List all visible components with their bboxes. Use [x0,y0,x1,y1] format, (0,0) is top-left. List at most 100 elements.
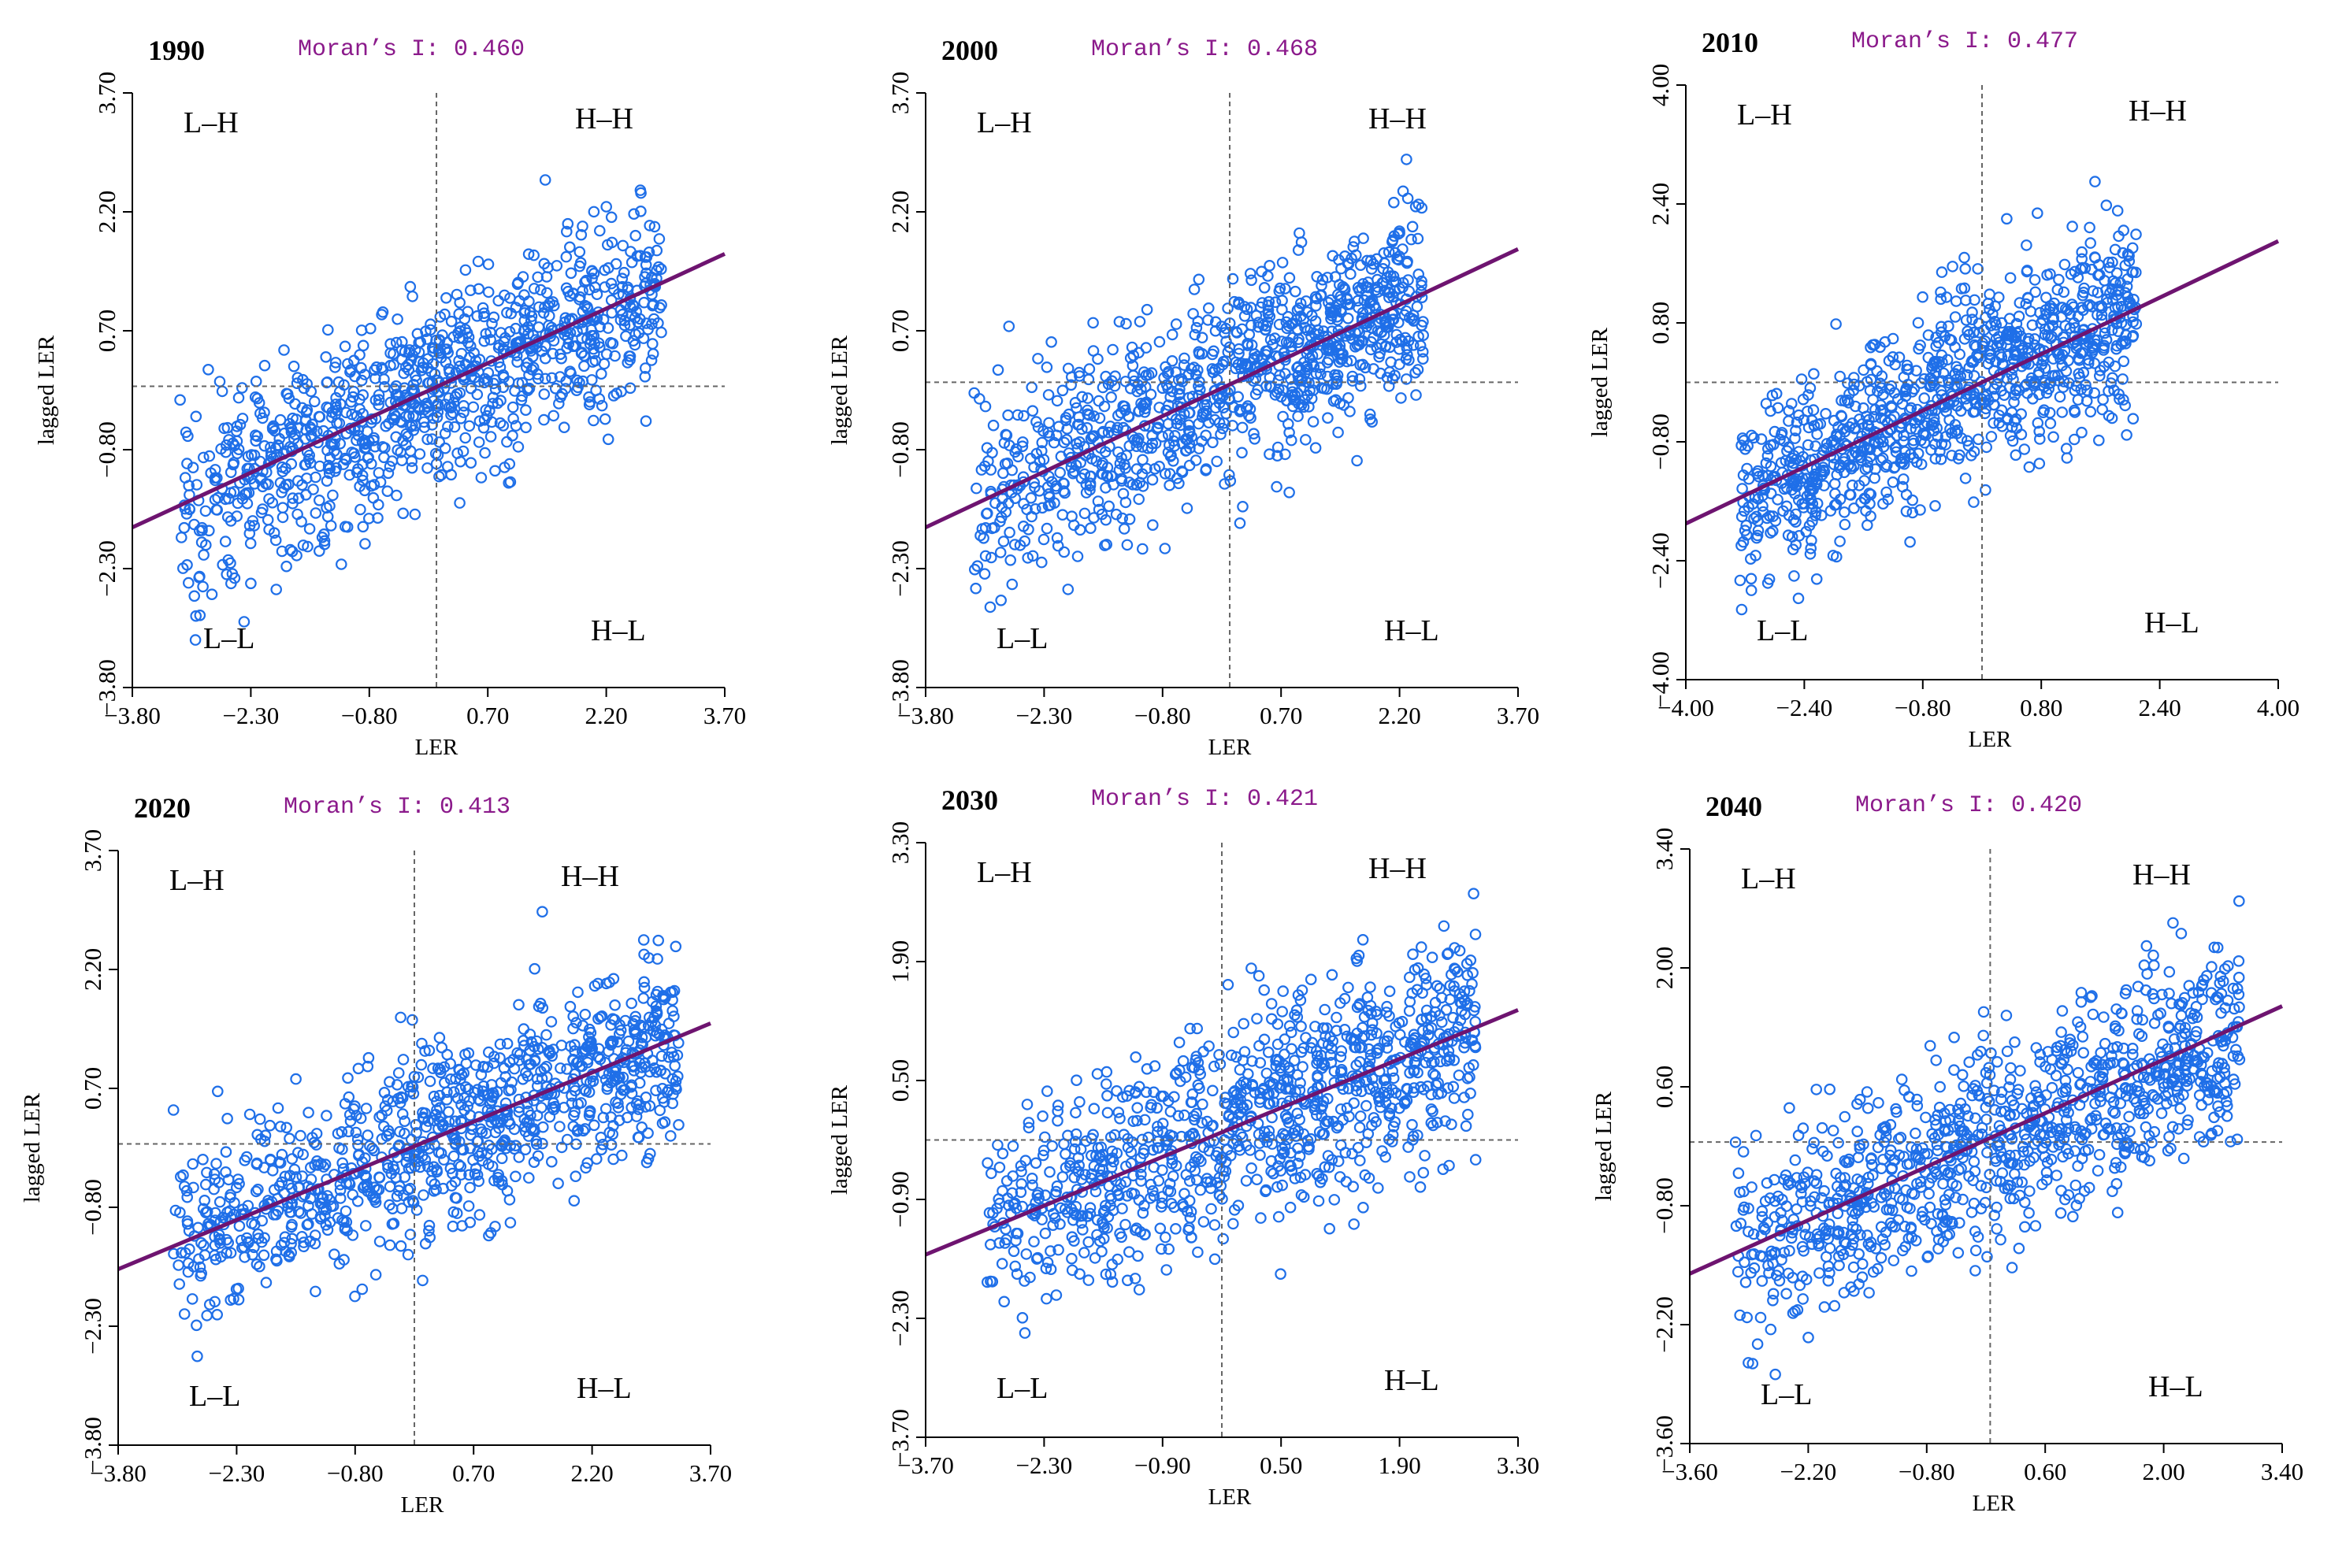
data-point [1405,233,1417,246]
data-point [444,366,455,378]
data-point [362,513,375,525]
data-point [190,410,202,423]
x-tick-label: −3.80 [104,702,161,729]
chart-panel-2030: −3.70−3.70 −2.30−2.30−0.90−0.900.500.501.… [827,784,1539,1510]
data-point [1120,317,1132,330]
data-point [1085,470,1097,483]
data-point [1900,505,1913,517]
data-point [1014,539,1026,551]
data-point [457,445,470,458]
data-point [1980,441,1992,454]
data-point [2089,176,2101,187]
data-point [992,364,1004,376]
data-point [481,410,493,422]
data-point [996,1258,1008,1270]
data-point [637,934,650,946]
data-point [978,568,991,580]
data-point [395,1011,406,1024]
data-point [256,412,269,424]
data-point [414,448,426,460]
data-point [318,538,331,550]
data-point [291,475,304,487]
data-point [1344,406,1356,417]
data-point [1041,361,1053,373]
data-point [284,1132,295,1144]
data-point [1217,1233,1229,1245]
data-point [1115,1231,1127,1244]
data-point [463,351,476,364]
data-point [199,1178,212,1191]
data-point [335,558,347,570]
data-point [197,1154,209,1166]
data-point [1137,543,1149,555]
data-point [1273,285,1286,298]
data-point [478,307,490,319]
data-point [425,324,436,336]
data-point [1327,250,1338,262]
data-point [178,1308,191,1320]
y-tick-label: 0.80 [1646,302,1674,344]
data-point [1342,312,1354,324]
data-point [545,1016,558,1028]
quadrant-label-ll: L–L [189,1380,240,1413]
data-point [2061,452,2073,464]
data-point [482,258,495,270]
data-point [1082,1236,1094,1248]
data-point [1359,361,1372,374]
data-point [1284,1201,1297,1214]
data-point [1101,469,1113,482]
data-point [1469,929,1482,940]
data-point [1271,1018,1284,1030]
data-point [516,376,529,389]
data-point [433,335,446,347]
data-point [1056,1171,1069,1183]
data-point [1394,358,1405,370]
data-point [512,441,525,453]
data-point [254,1113,266,1125]
data-point [1400,305,1412,317]
data-point [1101,1106,1114,1119]
data-point [1151,423,1164,435]
data-point [1410,389,1422,401]
data-point [1858,364,1869,376]
data-point [1166,354,1178,367]
data-point [187,1158,199,1170]
data-point [341,521,354,533]
data-point [268,527,280,539]
data-point [1219,478,1230,490]
data-point [462,1200,475,1212]
data-point [1735,510,1748,523]
y-tick-label: −3.80 [886,659,914,716]
data-point [226,568,239,580]
data-point [1426,951,1438,963]
y-tick-label: 2.20 [93,191,121,233]
data-point [1222,979,1234,991]
data-point [586,265,598,277]
x-tick-label: −0.80 [1134,702,1191,729]
data-point [287,492,299,504]
data-point [286,1153,299,1165]
data-point [1106,375,1118,387]
data-point [1245,274,1257,287]
data-point [518,314,531,327]
data-point [392,313,403,325]
data-point [1954,348,1965,361]
data-point [325,520,337,532]
data-point [2028,274,2041,286]
data-point [637,992,650,1004]
data-point [321,401,332,413]
data-point [518,289,530,301]
data-point [187,462,199,473]
data-point [1386,313,1398,326]
data-point [374,476,387,488]
data-point [439,376,451,389]
data-point [1253,969,1265,982]
data-point [1156,382,1169,395]
data-point [176,532,187,543]
data-point [629,229,641,242]
data-point [245,449,258,461]
data-point [380,420,392,432]
data-point [1412,198,1425,210]
data-point [552,1177,564,1189]
